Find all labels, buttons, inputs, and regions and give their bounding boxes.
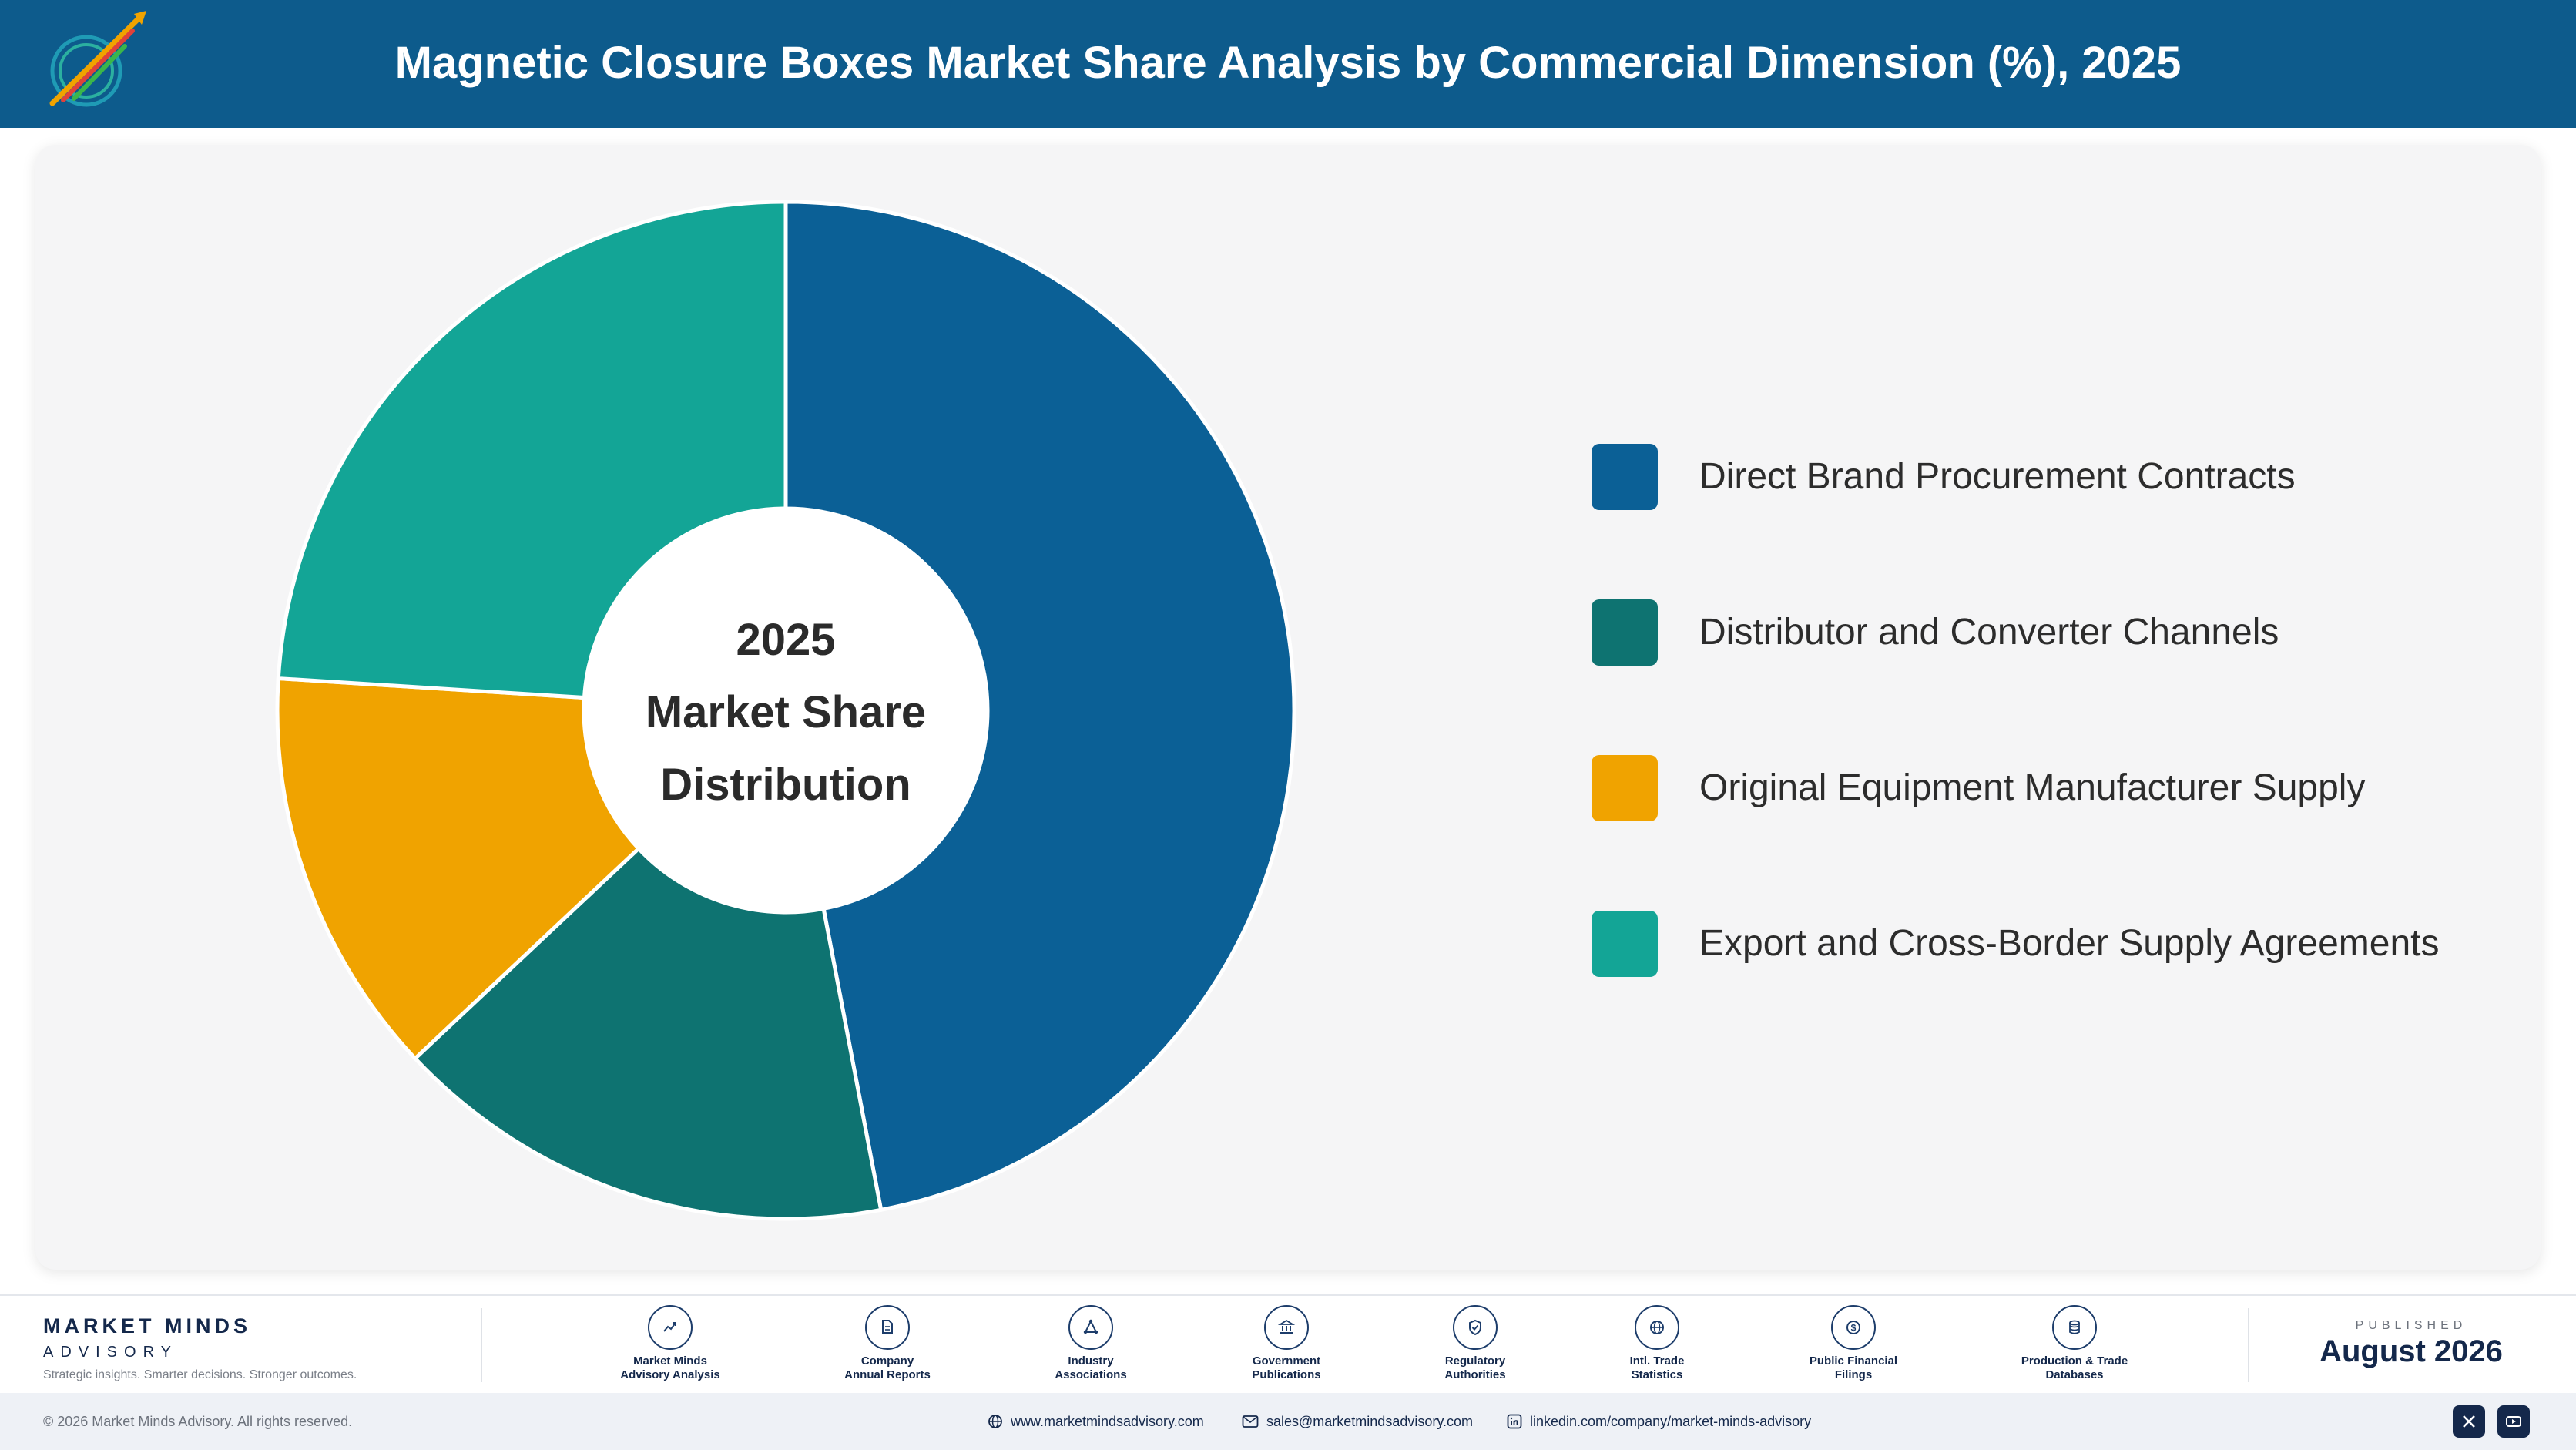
center-label: 2025 xyxy=(736,615,835,665)
mail-icon xyxy=(1242,1415,1259,1428)
svg-text:$: $ xyxy=(1851,1323,1857,1334)
legend-swatch xyxy=(1592,599,1658,666)
brand-name: MARKET MINDS xyxy=(43,1314,251,1338)
legend-swatch xyxy=(1592,755,1658,821)
network-icon xyxy=(1068,1305,1113,1350)
source-item: Company Annual Reports xyxy=(810,1305,964,1382)
header-bar: Magnetic Closure Boxes Market Share Anal… xyxy=(0,0,2576,128)
source-item: Market Minds Advisory Analysis xyxy=(593,1305,747,1382)
email-link[interactable]: sales@marketmindsadvisory.com xyxy=(1242,1393,1473,1450)
website-text: www.marketmindsadvisory.com xyxy=(1011,1414,1204,1429)
source-item: Regulatory Authorities xyxy=(1398,1305,1552,1382)
center-label: Distribution xyxy=(660,760,911,810)
company-logo xyxy=(49,11,146,107)
legend-label: Original Equipment Manufacturer Supply xyxy=(1699,767,2366,808)
globe-icon xyxy=(988,1415,1002,1428)
footer-divider xyxy=(2248,1308,2249,1382)
copyright-text: © 2026 Market Minds Advisory. All rights… xyxy=(43,1414,353,1429)
source-label: Regulatory Authorities xyxy=(1444,1354,1506,1381)
legend-item: Export and Cross-Border Supply Agreement… xyxy=(1592,908,2516,977)
brand-tagline: Strategic insights. Smarter decisions. S… xyxy=(43,1368,357,1381)
legend-label: Direct Brand Procurement Contracts xyxy=(1699,456,2296,497)
source-label: Public Financial Filings xyxy=(1809,1354,1898,1381)
brand-subtitle: ADVISORY xyxy=(43,1344,178,1361)
source-item: Government Publications xyxy=(1209,1305,1363,1382)
source-item: Industry Associations xyxy=(1014,1305,1168,1382)
footer-divider xyxy=(481,1308,482,1382)
legend-label: Export and Cross-Border Supply Agreement… xyxy=(1699,923,2440,964)
database-icon xyxy=(2052,1305,2097,1350)
donut-center xyxy=(584,509,988,912)
legend-label: Distributor and Converter Channels xyxy=(1699,612,2279,653)
source-label: Intl. Trade Statistics xyxy=(1629,1354,1685,1381)
website-link[interactable]: www.marketmindsadvisory.com xyxy=(988,1393,1204,1450)
legend-swatch xyxy=(1592,444,1658,510)
source-label: Company Annual Reports xyxy=(844,1354,931,1381)
linkedin-icon xyxy=(1507,1414,1522,1429)
linkedin-text: linkedin.com/company/market-minds-adviso… xyxy=(1530,1414,1812,1429)
source-label: Production & Trade Databases xyxy=(2021,1354,2128,1381)
shield-check-icon xyxy=(1453,1305,1498,1350)
government-building-icon xyxy=(1264,1305,1309,1350)
published-date: August 2026 xyxy=(2319,1334,2503,1368)
x-social-button[interactable] xyxy=(2453,1405,2485,1438)
legend-item: Direct Brand Procurement Contracts xyxy=(1592,441,2516,510)
chart-card: 2025 Market Share Distribution Direct Bran… xyxy=(35,145,2541,1270)
x-logo-icon xyxy=(2463,1415,2475,1428)
source-item: $ Public Financial Filings xyxy=(1776,1305,1930,1382)
dollar-coin-icon: $ xyxy=(1831,1305,1876,1350)
published-label: PUBLISHED xyxy=(2355,1319,2467,1332)
source-label: Government Publications xyxy=(1252,1354,1321,1381)
source-item: Intl. Trade Statistics xyxy=(1580,1305,1734,1382)
linkedin-link[interactable]: linkedin.com/company/market-minds-adviso… xyxy=(1507,1393,1811,1450)
source-label: Industry Associations xyxy=(1055,1354,1127,1381)
globe-icon xyxy=(1635,1305,1679,1350)
source-item: Production & Trade Databases xyxy=(1997,1305,2152,1382)
center-label: Market Share xyxy=(646,687,926,737)
bottom-bar: © 2026 Market Minds Advisory. All rights… xyxy=(0,1393,2576,1450)
source-label: Market Minds Advisory Analysis xyxy=(620,1354,720,1381)
youtube-social-button[interactable] xyxy=(2497,1405,2530,1438)
legend-item: Distributor and Converter Channels xyxy=(1592,596,2516,666)
youtube-icon xyxy=(2506,1416,2521,1427)
donut-chart: 2025 Market Share Distribution xyxy=(275,200,1296,1221)
page-title: Magnetic Closure Boxes Market Share Anal… xyxy=(394,38,2182,88)
email-text: sales@marketmindsadvisory.com xyxy=(1266,1414,1474,1429)
trend-chart-icon xyxy=(648,1305,693,1350)
document-icon xyxy=(865,1305,910,1350)
legend-swatch xyxy=(1592,911,1658,977)
legend-item: Original Equipment Manufacturer Supply xyxy=(1592,752,2516,821)
